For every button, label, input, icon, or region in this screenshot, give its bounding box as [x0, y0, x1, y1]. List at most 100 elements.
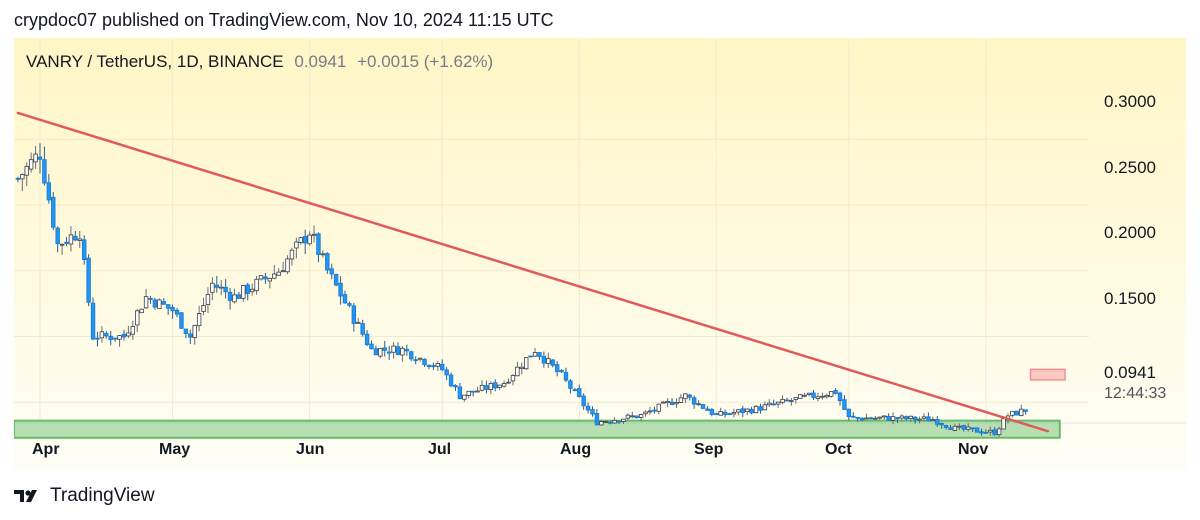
- candle-body: [616, 420, 622, 423]
- candlestick-series: [15, 143, 1028, 437]
- candle-body: [630, 415, 635, 418]
- candle-body: [426, 364, 432, 367]
- candle-body: [462, 394, 467, 400]
- tradingview-brand: TradingView: [50, 485, 155, 506]
- candle-body: [444, 369, 449, 376]
- symbol-legend[interactable]: VANRY / TetherUS, 1D, BINANCE 0.0941 +0.…: [26, 52, 493, 72]
- candle-body: [170, 306, 175, 312]
- candle-body: [687, 394, 692, 398]
- candle-body: [572, 389, 578, 391]
- candle-body: [165, 304, 171, 309]
- candle-body: [139, 308, 144, 314]
- chart-panel[interactable]: [14, 38, 1186, 470]
- candle-body: [846, 408, 852, 418]
- candle-body: [214, 284, 219, 288]
- candle-body: [493, 382, 498, 389]
- candle-body: [515, 366, 520, 377]
- candle-body: [289, 249, 295, 260]
- candle-body: [988, 429, 993, 433]
- candle-body: [921, 416, 927, 419]
- symbol-name: VANRY / TetherUS, 1D, BINANCE: [26, 52, 284, 71]
- candle-body: [519, 366, 524, 370]
- candle-body: [652, 409, 657, 412]
- symbol-price: 0.0941: [294, 52, 347, 71]
- candle-body: [179, 312, 184, 329]
- candle-body: [440, 363, 445, 371]
- candle-body: [143, 296, 149, 309]
- candle-body: [700, 404, 706, 409]
- candle-body: [404, 349, 410, 352]
- candle-body: [714, 413, 719, 416]
- candle-body: [638, 414, 644, 418]
- tradingview-branding[interactable]: TradingView: [14, 485, 155, 507]
- candle-body: [669, 401, 675, 405]
- candle-body: [210, 282, 215, 293]
- candle-body: [59, 243, 65, 246]
- candle-body: [298, 237, 303, 243]
- candle-body: [890, 416, 896, 421]
- price-chart[interactable]: [14, 38, 1186, 470]
- candle-body: [607, 421, 613, 424]
- candle-body: [316, 233, 321, 255]
- candle-body: [497, 384, 502, 388]
- candle-body: [470, 390, 476, 393]
- candle-body: [236, 294, 242, 299]
- trendline: [16, 111, 1050, 433]
- candle-body: [621, 418, 626, 422]
- candle-body: [329, 268, 334, 275]
- candle-body: [254, 278, 259, 292]
- candle-body: [855, 417, 860, 419]
- time-axis-label: Apr: [32, 441, 60, 458]
- candle-body: [683, 393, 688, 400]
- candle-body: [961, 425, 966, 430]
- candle-body: [311, 233, 317, 236]
- last-price-label: 0.0941: [1104, 363, 1156, 382]
- candle-body: [780, 398, 785, 403]
- candle-body: [753, 405, 759, 414]
- candle-body: [347, 303, 352, 306]
- candle-body: [391, 345, 396, 353]
- price-axis-label: 0.2500: [1104, 158, 1156, 177]
- candle-body: [28, 159, 34, 170]
- candle-body: [121, 333, 127, 338]
- candle-body: [895, 417, 900, 420]
- candle-body: [46, 182, 52, 201]
- bar-countdown: 12:44:33: [1104, 385, 1167, 402]
- candle-body: [528, 355, 533, 358]
- candle-body: [342, 294, 348, 304]
- candle-body: [775, 401, 781, 405]
- candle-body: [117, 335, 122, 340]
- candle-body: [95, 337, 100, 340]
- candle-body: [302, 236, 308, 244]
- candle-body: [979, 431, 984, 434]
- candle-body: [42, 159, 47, 184]
- candle-body: [749, 409, 754, 414]
- candle-body: [904, 416, 909, 420]
- candle-body: [479, 384, 485, 391]
- candle-body: [661, 401, 666, 404]
- candle-body: [148, 297, 153, 300]
- candle-body: [33, 153, 38, 163]
- candle-body: [386, 351, 392, 354]
- candle-body: [249, 288, 255, 293]
- candle-body: [886, 415, 891, 421]
- candle-body: [868, 417, 874, 420]
- candle-body: [665, 401, 670, 404]
- candle-body: [917, 418, 922, 421]
- candle-body: [731, 412, 737, 415]
- symbol-change: +0.0015 (+1.62%): [357, 52, 494, 71]
- candle-body: [351, 305, 357, 324]
- candle-body: [90, 302, 96, 340]
- time-axis-label: Nov: [958, 441, 989, 458]
- candle-body: [625, 414, 631, 419]
- candle-body: [532, 352, 538, 357]
- candle-body: [431, 365, 436, 368]
- candle-body: [400, 347, 405, 356]
- chart-zones: [14, 368, 1066, 439]
- candle-body: [174, 309, 180, 315]
- candle-body: [771, 403, 776, 406]
- candle-body: [112, 337, 118, 340]
- time-axis-label: Sep: [694, 441, 724, 458]
- candle-body: [722, 411, 728, 415]
- candle-body: [276, 271, 281, 276]
